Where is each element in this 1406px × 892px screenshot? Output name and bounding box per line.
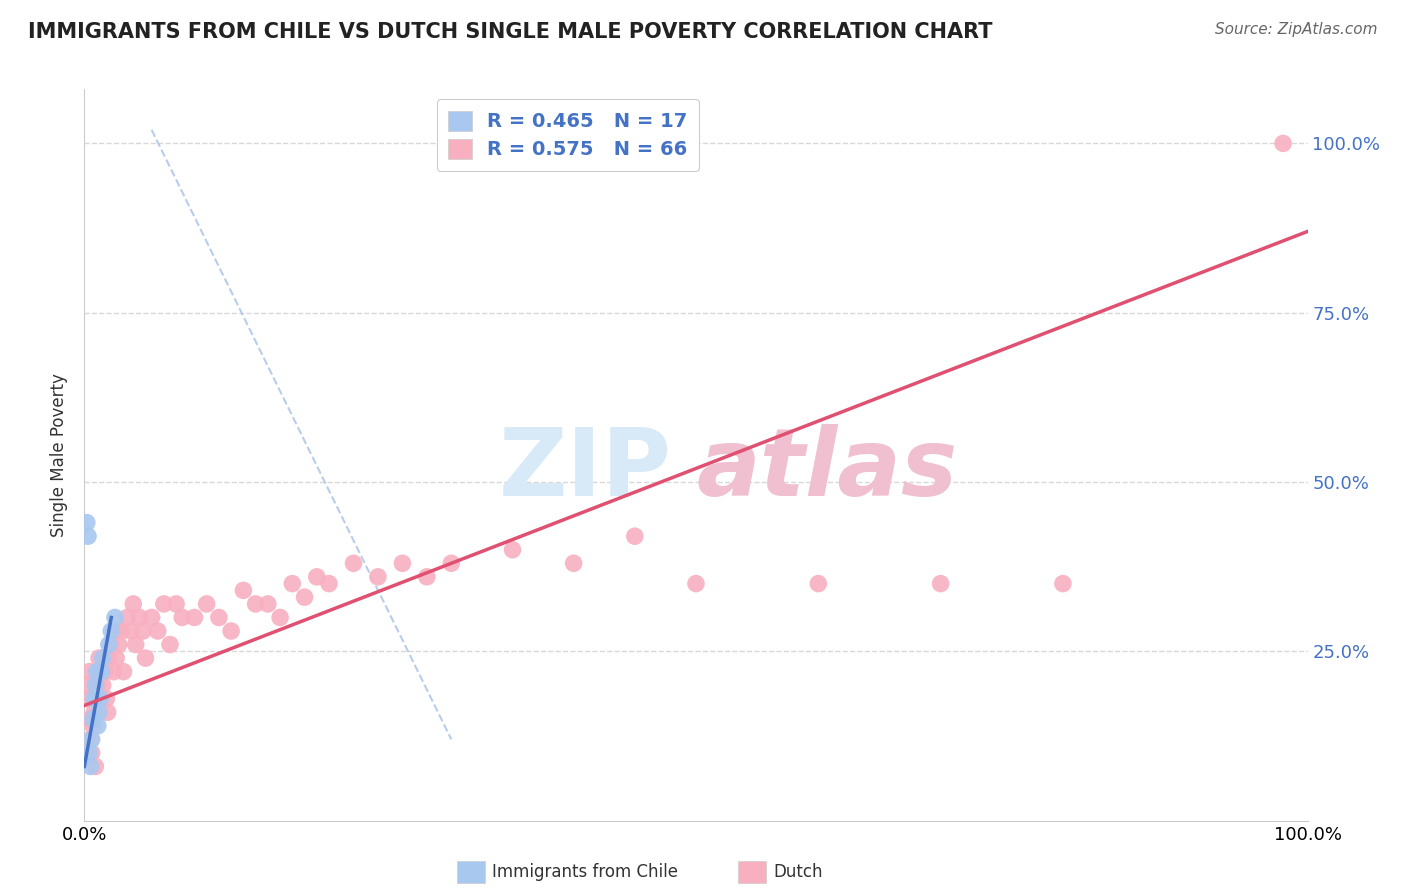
Point (96, 691, 118, 706)
Point (165, 597, 187, 611)
Point (83, 691, 105, 706)
Point (91, 651, 114, 665)
Point (97, 706, 120, 720)
Text: atlas: atlas (696, 424, 957, 516)
Point (183, 610, 205, 624)
Point (807, 576, 830, 591)
Point (115, 610, 138, 624)
Point (79, 732, 101, 747)
Point (82, 719, 104, 733)
Point (120, 624, 142, 638)
Point (416, 570, 439, 584)
Point (245, 597, 267, 611)
Point (76, 516, 98, 530)
Point (84, 759, 107, 773)
Point (93, 651, 115, 665)
Point (87, 719, 110, 733)
Point (90, 665, 112, 679)
Point (103, 665, 125, 679)
Y-axis label: Single Male Poverty: Single Male Poverty (51, 373, 69, 537)
Point (87, 706, 110, 720)
Point (91, 678, 114, 692)
Point (107, 638, 129, 652)
Point (153, 597, 176, 611)
Point (79, 712, 101, 726)
Point (305, 570, 328, 584)
Point (97, 638, 120, 652)
Text: Dutch: Dutch (773, 863, 823, 881)
Point (125, 638, 148, 652)
Point (159, 638, 181, 652)
Point (685, 576, 707, 591)
Point (141, 610, 163, 624)
Point (318, 576, 340, 591)
Legend: R = 0.465   N = 17, R = 0.575   N = 66: R = 0.465 N = 17, R = 0.575 N = 66 (437, 99, 699, 171)
Point (135, 651, 157, 665)
Point (94, 665, 117, 679)
Point (110, 624, 132, 638)
Point (1052, 576, 1074, 591)
Point (82, 712, 104, 726)
Point (257, 597, 280, 611)
Point (208, 610, 231, 624)
Text: Immigrants from Chile: Immigrants from Chile (492, 863, 678, 881)
Point (172, 610, 194, 624)
Point (80, 732, 103, 747)
Point (502, 542, 524, 557)
Point (86, 665, 108, 679)
Point (294, 590, 316, 604)
Point (83, 706, 105, 720)
Point (100, 638, 122, 652)
Point (122, 597, 145, 611)
Point (128, 610, 150, 624)
Point (195, 597, 218, 611)
Point (90, 665, 112, 679)
Point (367, 570, 389, 584)
Point (104, 610, 127, 624)
Point (281, 576, 304, 591)
Point (100, 624, 122, 638)
Point (80, 746, 103, 760)
Point (269, 610, 291, 624)
Point (1272, 136, 1295, 151)
Point (440, 556, 463, 570)
Point (89, 691, 111, 706)
Point (112, 665, 135, 679)
Point (87, 678, 110, 692)
Point (391, 556, 413, 570)
Point (77, 691, 100, 706)
Point (79, 759, 101, 773)
Point (86, 665, 108, 679)
Text: IMMIGRANTS FROM CHILE VS DUTCH SINGLE MALE POVERTY CORRELATION CHART: IMMIGRANTS FROM CHILE VS DUTCH SINGLE MA… (28, 22, 993, 42)
Text: ZIP: ZIP (499, 424, 672, 516)
Point (87, 651, 110, 665)
Point (219, 624, 242, 638)
Point (104, 624, 127, 638)
Point (562, 556, 585, 570)
Point (77, 665, 100, 679)
Point (132, 624, 155, 638)
Point (105, 651, 128, 665)
Point (624, 529, 647, 543)
Point (342, 556, 364, 570)
Point (76, 678, 98, 692)
Point (77, 529, 100, 543)
Point (97, 651, 120, 665)
Point (77, 746, 100, 760)
Point (89, 691, 111, 706)
Text: Source: ZipAtlas.com: Source: ZipAtlas.com (1215, 22, 1378, 37)
Point (929, 576, 952, 591)
Point (146, 624, 169, 638)
Point (86, 691, 108, 706)
Point (232, 583, 254, 598)
Point (84, 678, 107, 692)
